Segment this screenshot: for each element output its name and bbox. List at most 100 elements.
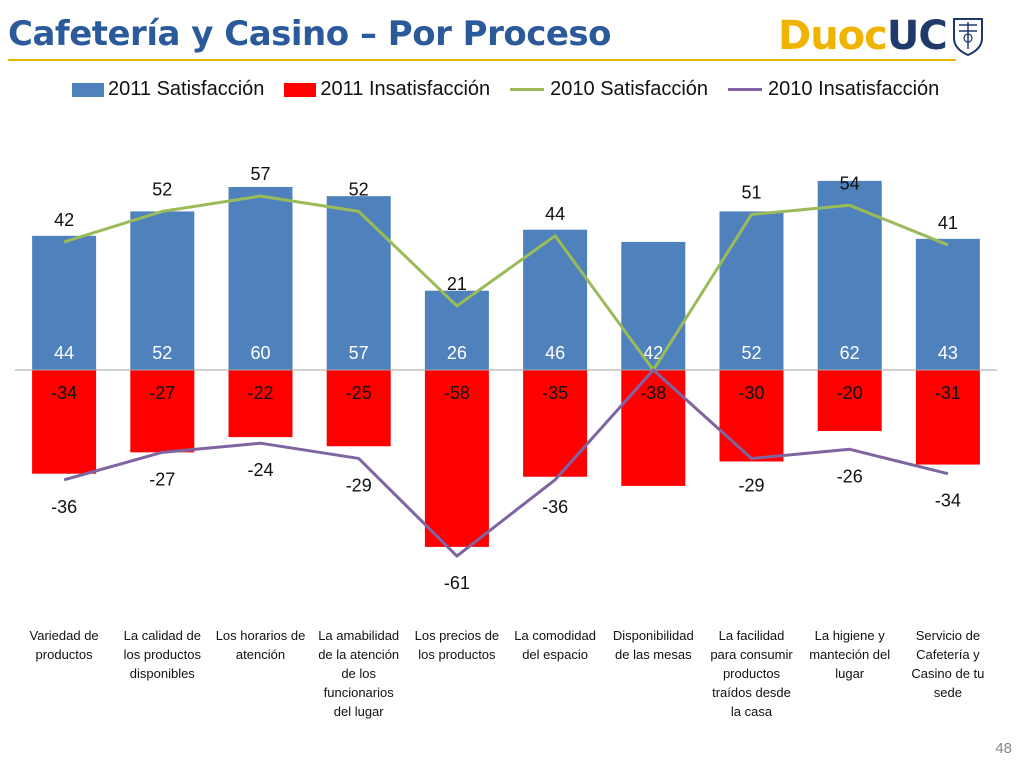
line-label-2010-insatisfaccion: -36 [51, 497, 77, 517]
line-label-2010-satisfaccion: 41 [938, 213, 958, 233]
category-label-line: disponibles [129, 666, 195, 681]
category-label-line: los productos [418, 647, 496, 662]
bar-label-2011-insatisfaccion: -38 [640, 383, 666, 403]
category-label-line: productos [35, 647, 93, 662]
category-label: Servicio de Cafetería y Casino de tu sede [900, 626, 996, 702]
bar-2011-satisfaccion [817, 180, 882, 370]
category-label-line: manteción del [809, 647, 891, 662]
bar-label-2011-satisfaccion: 44 [54, 343, 74, 363]
category-label-line: Cafetería y [916, 647, 980, 662]
category-label-line: para consumir [710, 647, 793, 662]
category-label-line: del espacio [522, 647, 588, 662]
bar-label-2011-satisfaccion: 52 [152, 343, 172, 363]
page-title: Cafetería y Casino – Por Proceso [8, 14, 612, 54]
category-label-line: funcionarios [323, 685, 394, 700]
legend-item-3: 2010 Insatisfacción [728, 78, 939, 101]
legend-swatch [728, 88, 763, 91]
category-label-line: productos [722, 666, 781, 681]
category-label-line: Disponibilidad [612, 628, 694, 643]
legend-label: 2010 Insatisfacción [768, 78, 940, 100]
line-label-2010-satisfaccion: 44 [545, 204, 565, 224]
line-2010-satisfaccion [63, 194, 949, 372]
line-label-2010-insatisfaccion: -26 [837, 466, 863, 486]
category-label: Los precios de los productos [409, 626, 505, 664]
category-label: Variedad de productos [16, 626, 112, 664]
line-label-2010-insatisfaccion: -29 [346, 475, 372, 495]
logo-text-duoc: Duoc [778, 13, 888, 59]
line-label-2010-satisfaccion: 52 [349, 179, 369, 199]
bar-2011-satisfaccion [326, 196, 391, 370]
bar-2011-satisfaccion [915, 238, 980, 370]
bar-2011-insatisfaccion [523, 370, 588, 477]
bar-label-2011-satisfaccion: 26 [447, 343, 467, 363]
category-label-line: de la atención [318, 647, 400, 662]
category-label-line: La amabilidad [318, 628, 400, 643]
category-label-line: atención [235, 647, 286, 662]
bar-2011-satisfaccion [621, 241, 686, 370]
chart-plot: 44 52 60 57 26 46 42 52 62 43 -34 -27 -22 -25 -58 -35 -3… [15, 164, 997, 593]
line-label-2010-insatisfaccion: -29 [738, 475, 764, 495]
line-label-2010-insatisfaccion: -36 [542, 497, 568, 517]
line-label-2010-insatisfaccion: -27 [149, 469, 175, 489]
page-number: 48 [995, 740, 1012, 757]
bar-2011-satisfaccion [719, 211, 784, 370]
bar-2011-insatisfaccion [817, 370, 882, 431]
bar-label-2011-insatisfaccion: -20 [837, 383, 863, 403]
category-label-line: La comodidad [514, 628, 596, 643]
category-label: La facilidad para consumir productos traído… [704, 626, 800, 721]
legend-item-1: 2011 Insatisfacción [284, 78, 490, 101]
line-label-2010-satisfaccion: 42 [54, 210, 74, 230]
university-seal-icon [952, 18, 983, 56]
category-label-line: Los horarios de [215, 628, 306, 643]
category-label-line: La calidad de [123, 628, 201, 643]
category-label: La amabilidad de la atención de los funcion… [311, 626, 407, 721]
bar-2011-insatisfaccion [32, 370, 97, 474]
duoc-uc-logo: Duoc UC [778, 13, 985, 59]
category-label-line: sede [933, 685, 962, 700]
line-label-2010-satisfaccion: 51 [741, 182, 761, 202]
category-label-line: La facilidad [718, 628, 785, 643]
legend-swatch [510, 88, 545, 91]
bar-2011-insatisfaccion [326, 370, 391, 447]
bar-2011-insatisfaccion [130, 370, 195, 453]
bar-label-2011-insatisfaccion: -27 [149, 383, 175, 403]
category-label-line: los productos [123, 647, 201, 662]
chart-legend: 2011 Satisfacción 2011 Insatisfacción 2010… [72, 78, 959, 101]
bar-label-2011-insatisfaccion: -25 [346, 383, 372, 403]
line-label-2010-satisfaccion: 21 [447, 274, 467, 294]
bar-label-2011-satisfaccion: 46 [545, 343, 565, 363]
bar-label-2011-insatisfaccion: -31 [935, 383, 961, 403]
line-label-2010-satisfaccion: 54 [840, 173, 860, 193]
legend-label: 2011 Insatisfacción [320, 78, 491, 100]
category-label: La comodidad del espacio [507, 626, 603, 664]
bar-label-2011-insatisfaccion: -34 [51, 383, 77, 403]
category-label-line: La higiene y [814, 628, 885, 643]
category-label: La calidad de los productos disponibles [114, 626, 210, 683]
bar-label-2011-satisfaccion: 42 [643, 343, 663, 363]
title-underline [8, 59, 956, 61]
bar-label-2011-satisfaccion: 43 [938, 343, 958, 363]
bar-label-2011-satisfaccion: 62 [840, 343, 860, 363]
bar-2011-satisfaccion [228, 187, 293, 370]
bar-2011-insatisfaccion [424, 370, 489, 547]
bar-label-2011-insatisfaccion: -58 [444, 383, 470, 403]
category-label-line: Casino de tu [911, 666, 985, 681]
legend-label: 2010 Satisfacción [550, 78, 709, 100]
line-label-2010-insatisfaccion: -61 [444, 573, 470, 593]
category-label-line: Variedad de [29, 628, 99, 643]
category-label-line: lugar [835, 666, 865, 681]
category-label-line: del lugar [333, 704, 384, 719]
bar-label-2011-insatisfaccion: -22 [247, 383, 273, 403]
legend-item-2: 2010 Satisfacción [510, 78, 708, 101]
bar-2011-insatisfaccion [915, 370, 980, 465]
legend-swatch [284, 82, 317, 97]
logo-text-uc: UC [886, 13, 948, 59]
bar-label-2011-satisfaccion: 52 [741, 343, 761, 363]
bar-2011-insatisfaccion [228, 370, 293, 438]
line-2010-insatisfaccion [63, 368, 949, 558]
category-label-line: la casa [730, 704, 773, 719]
category-label: Disponibilidad de las mesas [605, 626, 701, 664]
bar-2011-satisfaccion [32, 235, 97, 370]
bar-label-2011-satisfaccion: 57 [349, 343, 369, 363]
category-label: Los horarios de atención [213, 626, 309, 664]
